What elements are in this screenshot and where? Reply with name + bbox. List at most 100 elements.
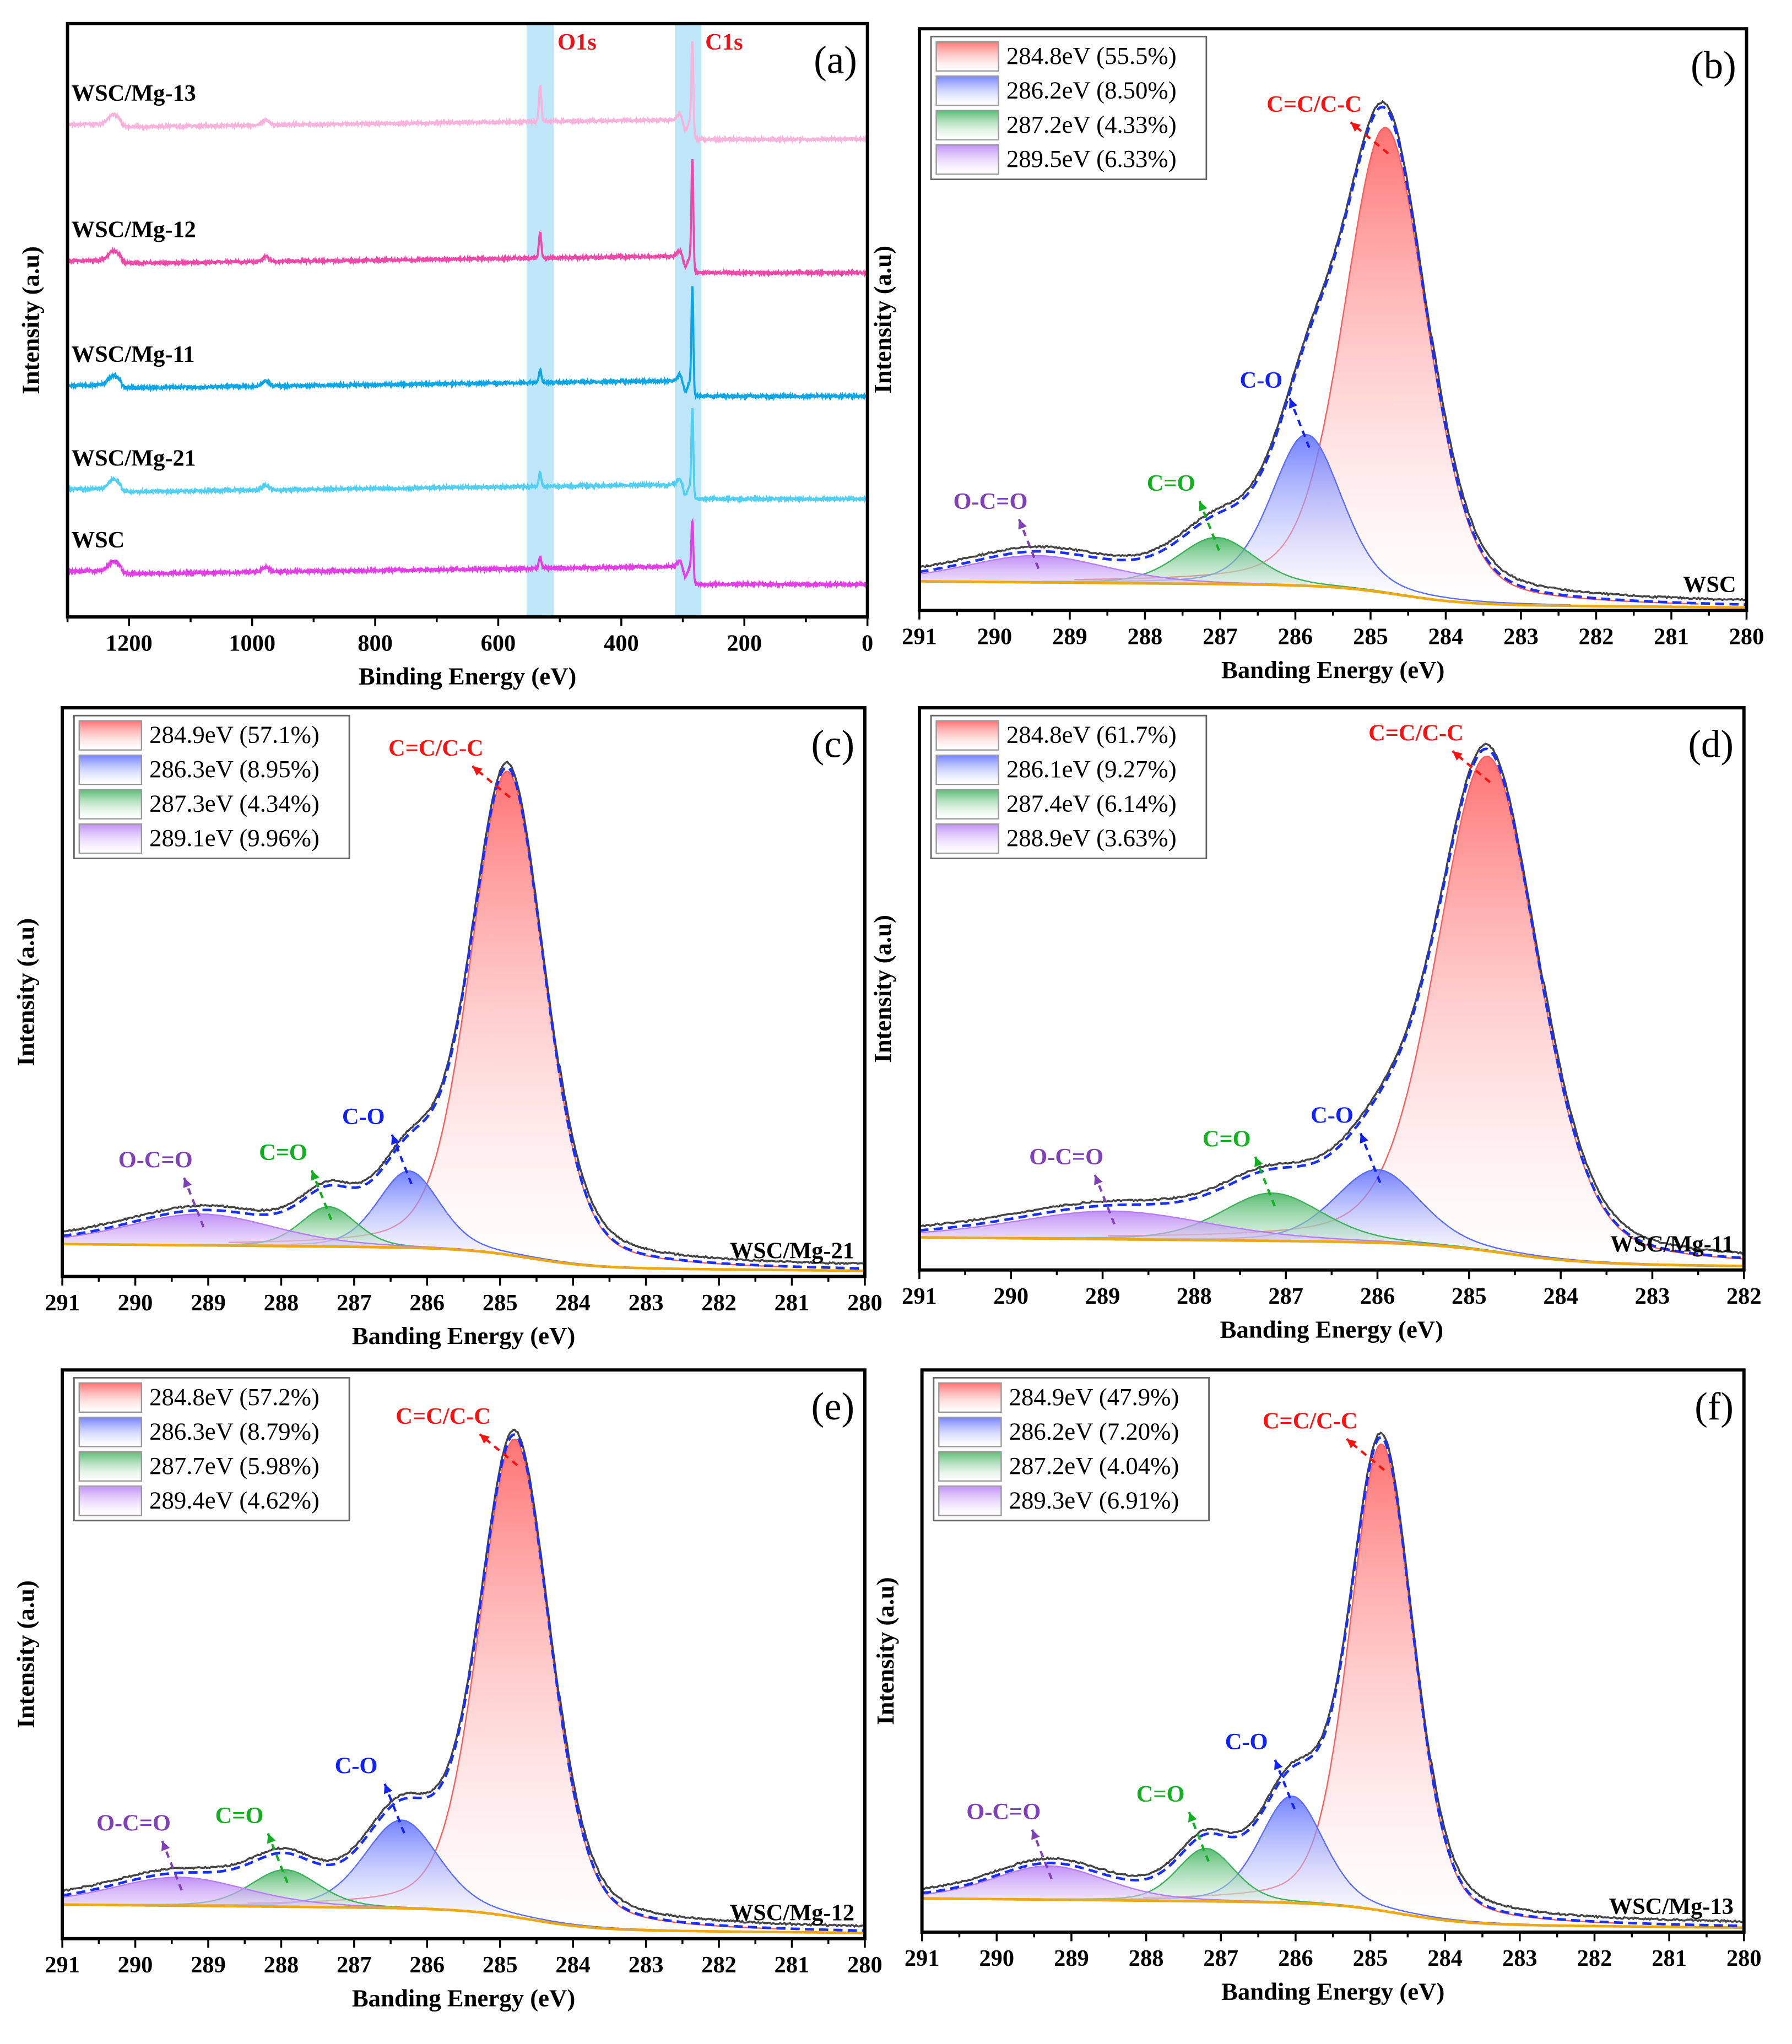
plot-frame xyxy=(66,21,869,619)
legend-entry: 286.2eV (8.50%) xyxy=(1006,76,1177,104)
legend-entry: 287.3eV (4.34%) xyxy=(149,790,320,817)
arrowhead-icon xyxy=(1350,122,1361,132)
x-axis-title: Banding Energy (eV) xyxy=(1221,656,1444,684)
x-tick-label: 289 xyxy=(1052,624,1087,650)
x-tick-label: 290 xyxy=(118,1952,153,1978)
annotation-arrow xyxy=(1254,1156,1276,1207)
plot-frame xyxy=(917,27,1748,612)
peak-annotation: O-C=O xyxy=(1029,1144,1103,1170)
legend-swatch xyxy=(78,720,143,751)
x-axis-title: Banding Energy (eV) xyxy=(1220,1315,1443,1343)
component-fill xyxy=(928,538,1504,605)
component-fill xyxy=(62,1214,761,1270)
legend-swatch xyxy=(938,1451,1002,1482)
arrowhead-icon xyxy=(1094,1174,1103,1185)
x-tick-label: 287 xyxy=(1203,624,1238,650)
x-tick-label: 291 xyxy=(45,1952,80,1978)
legend-entry: 287.2eV (4.04%) xyxy=(1009,1452,1179,1479)
legend-swatch xyxy=(78,823,143,854)
legend-entry: 286.2eV (7.20%) xyxy=(1009,1417,1179,1445)
peak-annotation: O-C=O xyxy=(118,1147,193,1173)
plot-frame xyxy=(61,706,867,1278)
x-tick-label: 286 xyxy=(409,1290,445,1316)
peak-annotation: C=C/C-C xyxy=(388,735,484,761)
x-tick-label: 284 xyxy=(555,1290,591,1316)
raw-spectrum-line xyxy=(919,742,1745,1255)
legend-entry: 287.7eV (5.98%) xyxy=(149,1452,320,1479)
raw-spectrum-line xyxy=(921,1432,1745,1923)
series-label: WSC/Mg-21 xyxy=(72,445,196,471)
survey-line-wsc-mg-11 xyxy=(66,286,869,402)
legend-swatch xyxy=(938,1417,1002,1447)
x-tick-label: 281 xyxy=(1654,624,1689,650)
legend-swatch xyxy=(935,75,999,106)
component-fill xyxy=(922,1866,1480,1923)
legend-entry: 287.4eV (6.14%) xyxy=(1006,790,1177,817)
x-tick-label: 400 xyxy=(604,630,639,656)
legend-swatch xyxy=(935,110,999,140)
legend-swatch xyxy=(935,41,999,72)
x-tick-label: 285 xyxy=(483,1290,518,1316)
annotation-arrow xyxy=(1359,1132,1382,1183)
annotation-arrow xyxy=(1017,518,1040,570)
panel-letter: (f) xyxy=(1694,1385,1734,1428)
survey-line-wsc-mg-12 xyxy=(66,159,868,278)
annotation-arrow xyxy=(383,1783,405,1834)
fit-envelope-line xyxy=(919,747,1744,1260)
x-tick-label: 287 xyxy=(337,1290,372,1316)
fit-envelope-line xyxy=(62,1433,865,1932)
arrowhead-icon xyxy=(1288,398,1298,409)
annotation-arrow xyxy=(1031,1829,1053,1880)
legend-entry: 289.3eV (6.91%) xyxy=(1009,1486,1179,1514)
x-tick-label: 285 xyxy=(1452,1283,1487,1309)
legend-swatch xyxy=(938,1382,1002,1413)
arrowhead-icon xyxy=(1452,751,1463,761)
legend-swatch xyxy=(935,789,999,820)
annotation-arrow xyxy=(391,1134,413,1185)
annotation-arrow xyxy=(1274,1759,1296,1810)
peak-annotation: C=C/C-C xyxy=(1266,91,1362,117)
peak-annotation: C=O xyxy=(259,1140,307,1165)
plot-frame xyxy=(920,1368,1746,1934)
annotation-arrow xyxy=(267,1832,289,1884)
x-tick-label: 285 xyxy=(1353,1945,1388,1971)
legend-entry: 289.1eV (9.96%) xyxy=(149,824,320,852)
legend-entry: 286.3eV (8.95%) xyxy=(149,755,320,783)
x-tick-label: 291 xyxy=(902,624,937,650)
x-tick-label: 280 xyxy=(1726,1945,1762,1971)
x-tick-label: 287 xyxy=(337,1952,372,1978)
peak-annotation: O-C=O xyxy=(96,1810,171,1836)
y-axis-title: Intensity (a.u) xyxy=(12,1580,39,1728)
highlight-band-o1s xyxy=(526,23,554,617)
peak-annotation: C=C/C-C xyxy=(1368,720,1464,746)
x-tick-label: 281 xyxy=(1652,1945,1687,1971)
legend: 284.9eV (57.1%) 286.3eV (8.95%) 287.3eV (4… xyxy=(73,714,350,859)
x-tick-label: 600 xyxy=(481,630,516,656)
plot-frame xyxy=(61,1368,867,1940)
x-tick-label: 289 xyxy=(1054,1945,1089,1971)
x-tick-label: 200 xyxy=(727,630,762,656)
arrowhead-icon xyxy=(1346,1439,1357,1449)
arrowhead-icon xyxy=(311,1170,320,1181)
component-fill xyxy=(1053,1796,1530,1926)
arrowhead-icon xyxy=(1274,1759,1283,1770)
x-tick-label: 283 xyxy=(629,1290,664,1316)
x-tick-label: 284 xyxy=(1427,1945,1463,1971)
background-line xyxy=(62,1243,865,1272)
panel-f: C=C/C-C C-O C=O O-C=O 284.9eV (47.9%) 286.2eV… xyxy=(871,1368,1762,2005)
x-tick-label: 280 xyxy=(847,1290,883,1316)
arrowhead-icon xyxy=(1018,519,1027,530)
legend-entry: 289.5eV (6.33%) xyxy=(1006,145,1177,172)
arrowhead-icon xyxy=(1199,501,1208,512)
panel-letter: (c) xyxy=(811,723,854,766)
legend-swatch xyxy=(78,1451,143,1482)
component-fill xyxy=(1074,127,1699,608)
x-tick-label: 1200 xyxy=(106,630,153,656)
legend-swatch xyxy=(78,1417,143,1447)
arrowhead-icon xyxy=(472,766,483,776)
sample-label: WSC/Mg-13 xyxy=(1609,1894,1734,1920)
arrowhead-icon xyxy=(479,1434,490,1444)
x-axis-title: Banding Energy (eV) xyxy=(1221,1978,1444,2005)
x-tick-label: 288 xyxy=(264,1952,299,1978)
x-tick-label: 288 xyxy=(1128,624,1163,650)
